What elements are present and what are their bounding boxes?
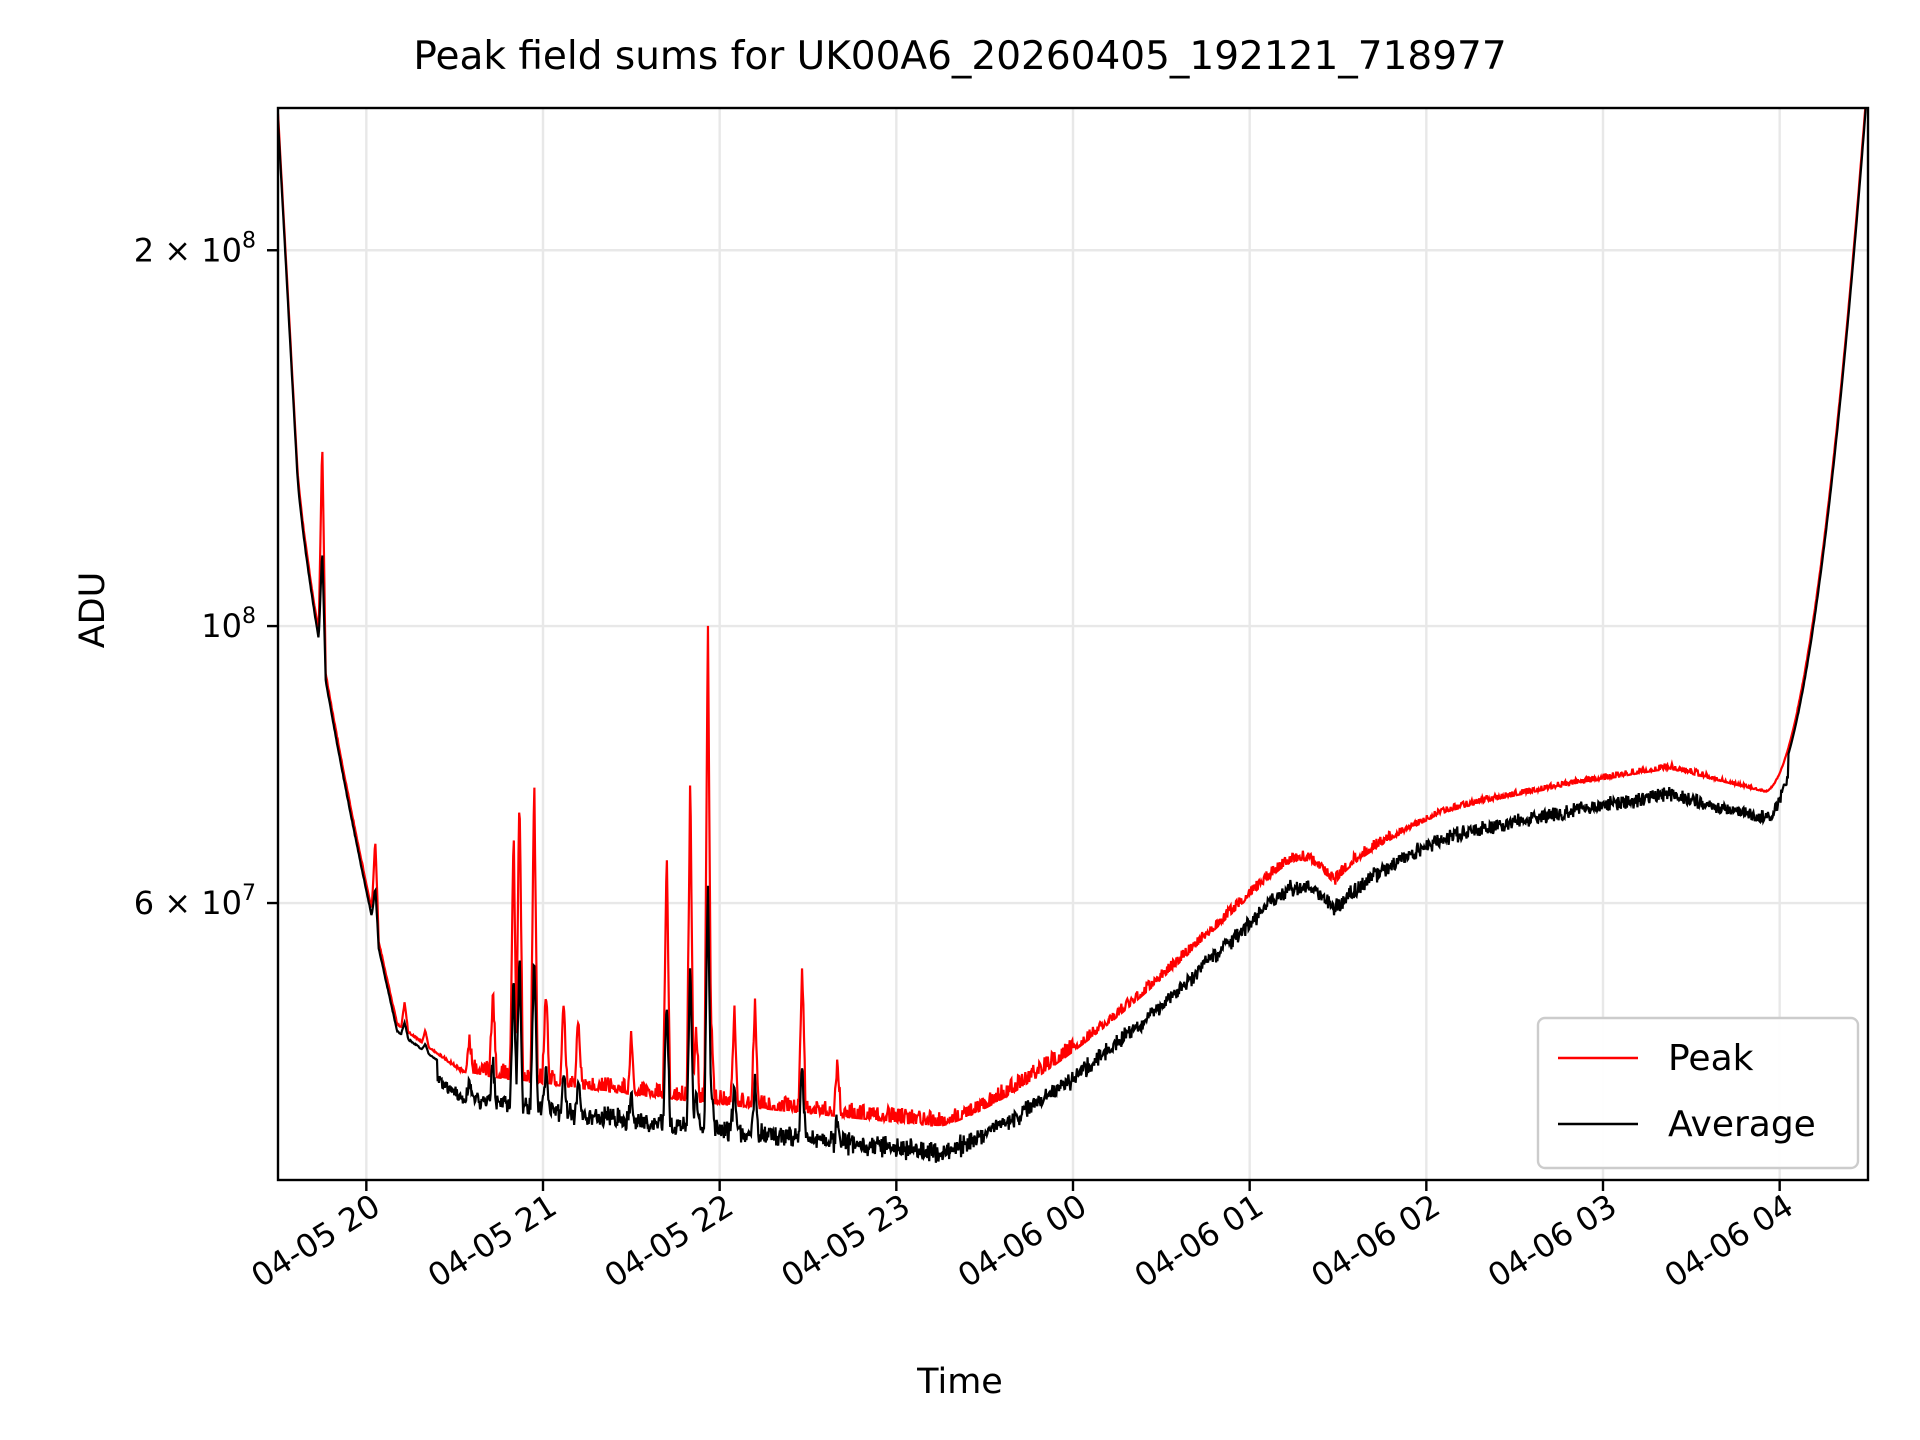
y-tick-label: 6 × 107 — [134, 881, 256, 922]
x-axis-label: Time — [917, 1362, 1003, 1402]
x-tick-label: 04-06 03 — [1481, 1187, 1623, 1295]
y-tick-label: 108 — [201, 604, 256, 645]
legend-label-peak: Peak — [1668, 1038, 1754, 1079]
x-tick-label: 04-06 00 — [951, 1187, 1093, 1295]
x-axis-ticks: 04-05 20 04-05 21 04-05 22 04-05 23 04-06 00… — [244, 1180, 1800, 1295]
x-tick-label: 04-05 22 — [598, 1187, 740, 1295]
x-tick-label: 04-06 04 — [1658, 1187, 1800, 1295]
gridlines — [278, 108, 1868, 1180]
x-tick-label: 04-06 01 — [1128, 1187, 1270, 1295]
x-tick-label: 04-05 21 — [421, 1187, 563, 1295]
x-tick-label: 04-05 23 — [774, 1187, 916, 1295]
page-title: Peak field sums for UK00A6_20260405_1921… — [413, 34, 1507, 79]
legend[interactable]: Peak Average — [1536, 1016, 1860, 1170]
series-peak-line — [278, 108, 1867, 1127]
legend-box — [1536, 1016, 1860, 1170]
series-average-line — [278, 108, 1867, 1163]
y-tick-label: 2 × 108 — [134, 228, 256, 269]
legend-label-average: Average — [1668, 1104, 1816, 1145]
y-axis-ticks: 2 × 108 108 6 × 107 — [134, 228, 278, 922]
x-tick-label: 04-05 20 — [244, 1187, 386, 1295]
x-tick-label: 04-06 02 — [1304, 1187, 1446, 1295]
data-series-group — [278, 108, 1867, 1163]
